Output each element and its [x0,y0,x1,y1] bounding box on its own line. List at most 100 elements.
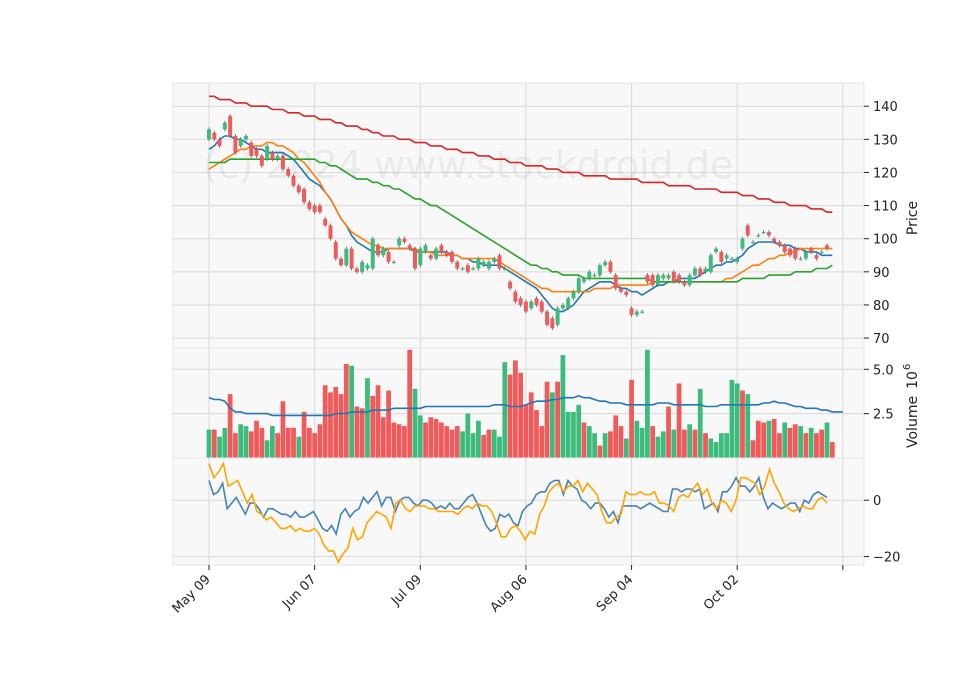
candle [619,288,623,292]
volume-bar [597,445,603,458]
moving-average-line-3 [209,158,833,283]
volume-bar [629,379,634,458]
candle [634,311,639,315]
candle [518,298,523,305]
candle [391,261,396,264]
volume-bar [718,433,724,458]
volume-bar [623,438,629,458]
candle [344,248,349,266]
volume-bar [687,424,693,458]
volume-bar [771,418,777,458]
candle [349,248,354,269]
price-tick-label: 140 [873,100,898,115]
candle [217,139,222,146]
candle [671,271,676,282]
volume-bar [824,422,830,458]
candle [249,142,254,156]
price-tick-label: 70 [873,332,890,347]
candle [677,275,682,282]
price-tick-label: 100 [873,233,898,248]
candle [777,242,782,246]
candle [481,261,486,266]
volume-bar [370,395,376,458]
candle [265,145,270,160]
candle [228,116,233,136]
volume-bar [782,422,788,458]
candle [772,238,777,242]
candle [423,245,428,252]
candle [360,261,365,272]
oscillator-line-2 [208,461,828,565]
volume-bar [391,422,397,458]
volume-bar [708,438,714,458]
volume-bar [270,426,275,458]
volume-bar [417,415,423,458]
volume-tick-label: 5.0 [873,363,894,378]
volume-bar [761,422,766,458]
x-tick-label: Aug 06 [488,572,531,615]
volume-bar [375,385,381,458]
candle [708,255,713,272]
volume-bar [254,420,259,458]
candle [370,238,375,269]
candle [259,155,264,166]
x-tick-label: Jun 07 [279,572,319,612]
candle [735,258,740,262]
candle [465,265,470,272]
candle [497,255,502,269]
volume-bar [512,360,518,458]
candle [428,255,433,259]
volume-bar [750,440,756,458]
volume-bar [602,433,608,458]
volume-bar [560,355,566,458]
volume-bar [402,426,407,458]
candle [729,258,734,260]
volume-bar [486,429,492,458]
candle [603,261,608,266]
volume-bar [460,431,465,458]
price-panel: (c) 2024 www.stockdroid.de 7080901001101… [172,82,921,349]
volume-bar [233,433,238,458]
x-axis: May 09 Jun 07 Jul 09 Aug 06 Sep 04 Oct 02 [170,565,844,616]
volume-bar [734,383,740,458]
volume-bar [476,420,481,458]
candle [782,245,787,252]
volume-bar [792,424,798,458]
candle [243,136,248,140]
candle [460,268,465,270]
candle [280,155,285,170]
candle [354,268,359,272]
volume-bar [803,433,809,458]
volume-bar [301,411,307,458]
candle [502,268,507,270]
candle [560,304,565,309]
candle [629,308,634,315]
volume-bar [703,433,708,458]
volume-bar [502,362,508,458]
volume-bar [581,422,587,458]
candle [803,251,808,259]
candle [703,268,708,272]
volume-bar [534,410,539,458]
oscillator-panel: 0 −20 [172,457,900,566]
candle [550,318,555,329]
volume-bar [481,434,487,458]
candle [513,291,518,302]
candle [661,275,666,279]
volume-bar [396,424,402,458]
candle [724,255,729,259]
candle [645,275,650,282]
volume-bar [682,429,687,458]
oscillator-line-1 [208,475,828,537]
price-tick-label: 130 [873,133,898,148]
volume-bar [755,420,761,458]
volume-bar [645,349,650,458]
volume-bar [618,426,624,458]
volume-bar [660,431,666,458]
volume-bar [650,426,656,458]
volume-bar [671,429,677,458]
candle [328,225,333,239]
price-tick-label: 120 [873,166,898,181]
volume-bar [465,413,471,458]
volume-bar [586,426,592,458]
